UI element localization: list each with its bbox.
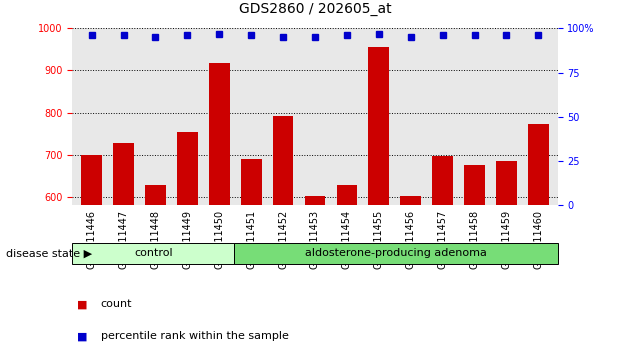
Text: aldosterone-producing adenoma: aldosterone-producing adenoma [305, 249, 487, 258]
Bar [234, 243, 558, 264]
Text: count: count [101, 299, 132, 309]
Bar [432, 156, 453, 205]
Bar [145, 185, 166, 205]
Bar [113, 143, 134, 205]
Text: control: control [134, 249, 173, 258]
Bar [241, 159, 261, 205]
Bar [336, 185, 357, 205]
Text: disease state ▶: disease state ▶ [6, 249, 93, 258]
Bar [177, 132, 198, 205]
Text: percentile rank within the sample: percentile rank within the sample [101, 331, 289, 341]
Bar [273, 115, 294, 205]
Bar [528, 124, 549, 205]
Bar [305, 196, 325, 205]
Bar [81, 155, 102, 205]
Text: GDS2860 / 202605_at: GDS2860 / 202605_at [239, 2, 391, 16]
Bar [72, 243, 234, 264]
Text: ■: ■ [77, 299, 87, 309]
Bar [401, 196, 421, 205]
Bar [369, 47, 389, 205]
Text: ■: ■ [77, 331, 87, 341]
Bar [464, 165, 485, 205]
Bar [496, 161, 517, 205]
Bar [209, 63, 229, 205]
